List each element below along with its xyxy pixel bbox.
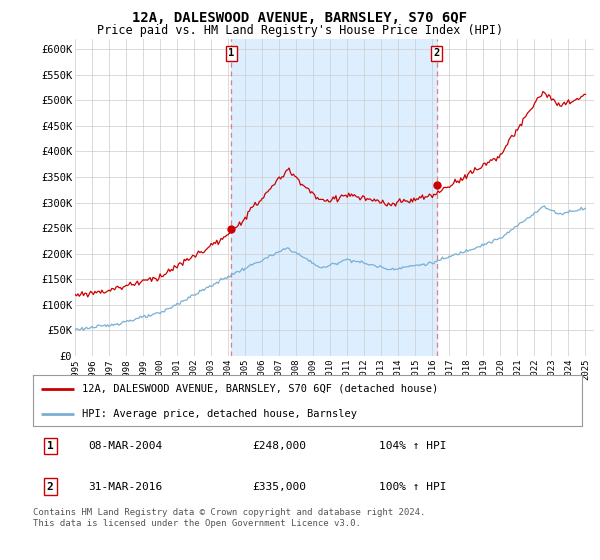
Text: 104% ↑ HPI: 104% ↑ HPI: [379, 441, 446, 451]
Text: 2: 2: [433, 48, 440, 58]
Text: 2: 2: [47, 482, 53, 492]
Text: HPI: Average price, detached house, Barnsley: HPI: Average price, detached house, Barn…: [82, 409, 358, 419]
Text: Price paid vs. HM Land Registry's House Price Index (HPI): Price paid vs. HM Land Registry's House …: [97, 24, 503, 36]
Text: 12A, DALESWOOD AVENUE, BARNSLEY, S70 6QF (detached house): 12A, DALESWOOD AVENUE, BARNSLEY, S70 6QF…: [82, 384, 439, 394]
Text: 1: 1: [228, 48, 235, 58]
Text: 12A, DALESWOOD AVENUE, BARNSLEY, S70 6QF: 12A, DALESWOOD AVENUE, BARNSLEY, S70 6QF: [133, 11, 467, 25]
Bar: [231, 39, 437, 356]
Text: £248,000: £248,000: [253, 441, 307, 451]
Text: 08-MAR-2004: 08-MAR-2004: [88, 441, 162, 451]
Text: 100% ↑ HPI: 100% ↑ HPI: [379, 482, 446, 492]
Text: 31-MAR-2016: 31-MAR-2016: [88, 482, 162, 492]
Text: £335,000: £335,000: [253, 482, 307, 492]
Text: Contains HM Land Registry data © Crown copyright and database right 2024.
This d: Contains HM Land Registry data © Crown c…: [33, 508, 425, 528]
Text: 1: 1: [47, 441, 53, 451]
